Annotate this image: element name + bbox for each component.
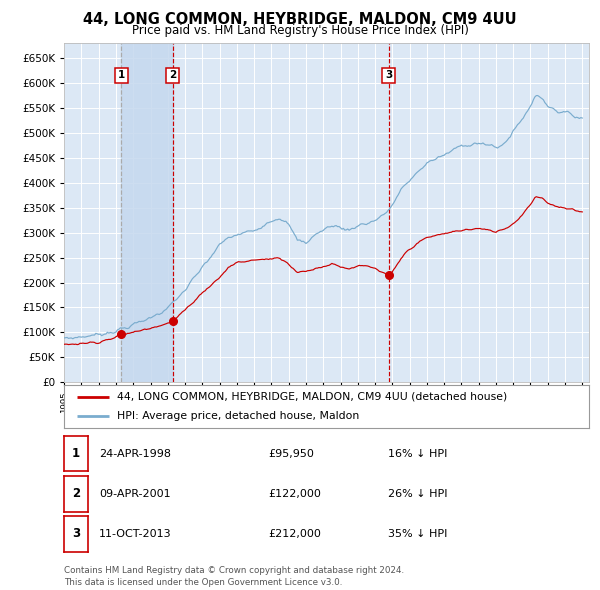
Text: Price paid vs. HM Land Registry's House Price Index (HPI): Price paid vs. HM Land Registry's House … — [131, 24, 469, 37]
Text: 1: 1 — [72, 447, 80, 460]
Text: 16% ↓ HPI: 16% ↓ HPI — [388, 449, 448, 458]
Text: £95,950: £95,950 — [268, 449, 314, 458]
Text: 24-APR-1998: 24-APR-1998 — [99, 449, 171, 458]
Text: 09-APR-2001: 09-APR-2001 — [99, 489, 170, 499]
Text: £122,000: £122,000 — [268, 489, 321, 499]
Text: 2: 2 — [169, 70, 176, 80]
Text: 3: 3 — [72, 527, 80, 540]
Text: 44, LONG COMMON, HEYBRIDGE, MALDON, CM9 4UU: 44, LONG COMMON, HEYBRIDGE, MALDON, CM9 … — [83, 12, 517, 27]
Text: 1: 1 — [118, 70, 125, 80]
Text: 44, LONG COMMON, HEYBRIDGE, MALDON, CM9 4UU (detached house): 44, LONG COMMON, HEYBRIDGE, MALDON, CM9 … — [116, 392, 507, 402]
Text: 3: 3 — [385, 70, 392, 80]
Text: £212,000: £212,000 — [268, 529, 321, 539]
Text: 2: 2 — [72, 487, 80, 500]
Text: 11-OCT-2013: 11-OCT-2013 — [99, 529, 172, 539]
Text: 26% ↓ HPI: 26% ↓ HPI — [388, 489, 448, 499]
Text: Contains HM Land Registry data © Crown copyright and database right 2024.
This d: Contains HM Land Registry data © Crown c… — [64, 566, 404, 587]
Text: 35% ↓ HPI: 35% ↓ HPI — [388, 529, 448, 539]
Bar — [121, 43, 173, 382]
Text: HPI: Average price, detached house, Maldon: HPI: Average price, detached house, Mald… — [116, 411, 359, 421]
